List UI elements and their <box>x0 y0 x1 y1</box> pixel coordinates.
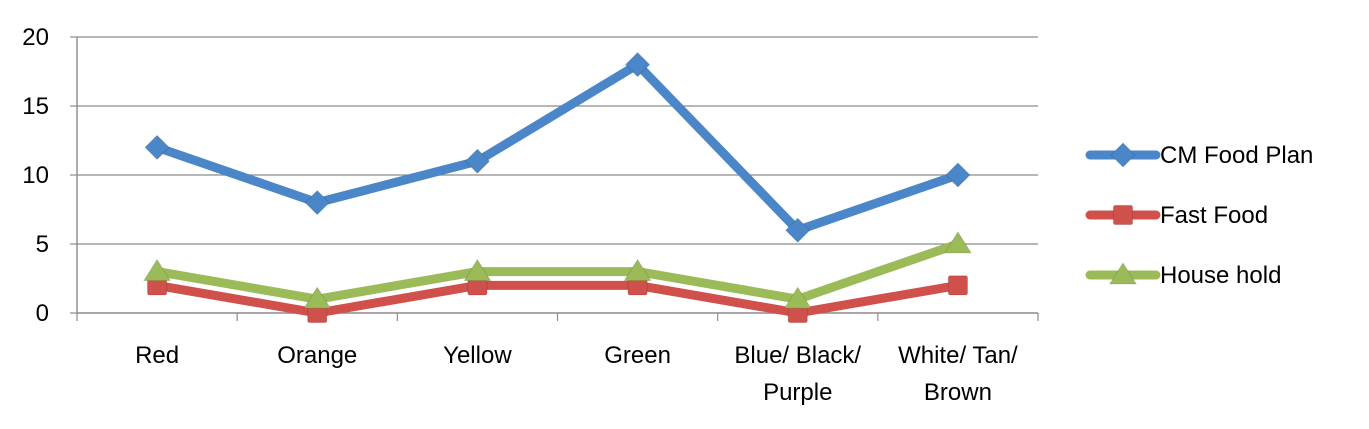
legend-item-house-hold: House hold <box>1085 262 1281 289</box>
series-line-house-hold <box>152 239 963 304</box>
legend-item-fast-food: Fast Food <box>1085 202 1268 229</box>
data-point-cm-food-plan <box>624 51 651 78</box>
data-point-house-hold <box>303 286 332 309</box>
data-point-house-hold <box>943 231 973 254</box>
data-point-cm-food-plan <box>144 134 170 161</box>
y-tick-label: 20 <box>22 24 49 51</box>
data-point-cm-food-plan <box>304 189 330 216</box>
legend-item-cm-food-plan: CM Food Plan <box>1085 142 1313 169</box>
legend-label: House hold <box>1160 262 1281 289</box>
x-tick-label: Yellow <box>443 342 512 369</box>
data-point-cm-food-plan <box>785 217 811 243</box>
y-tick-label: 15 <box>22 93 49 120</box>
series-house-hold <box>142 231 973 309</box>
axes: 0 5 10 15 20 Red Orange Yellow Green Blue/ Black/… <box>22 24 1039 406</box>
series-line-fast-food <box>152 280 963 318</box>
y-tick-label: 5 <box>36 231 49 258</box>
series-group <box>142 51 973 324</box>
data-point-house-hold <box>623 258 652 282</box>
data-point-house-hold <box>783 286 812 309</box>
legend-marker <box>1112 204 1134 226</box>
data-point-house-hold <box>142 258 172 282</box>
legend-label: CM Food Plan <box>1160 142 1313 169</box>
x-tick-label: Blue/ Black/ <box>734 342 861 369</box>
legend-marker <box>1110 142 1136 168</box>
x-tick-label: White/ Tan/ <box>898 342 1018 369</box>
x-tick-label: Brown <box>924 379 992 406</box>
data-point-fast-food <box>947 275 969 296</box>
legend-marker <box>1108 262 1138 285</box>
data-point-cm-food-plan <box>464 148 491 174</box>
y-tick-label: 10 <box>22 162 49 189</box>
data-point-house-hold <box>463 258 492 282</box>
series-line-cm-food-plan <box>152 60 963 235</box>
legend: CM Food Plan Fast Food House hold <box>1085 142 1313 289</box>
legend-label: Fast Food <box>1160 202 1268 229</box>
data-point-cm-food-plan <box>945 162 971 188</box>
y-tick-label: 0 <box>36 300 49 327</box>
x-tick-label: Green <box>604 342 671 369</box>
x-tick-label: Purple <box>763 379 832 406</box>
series-cm-food-plan <box>144 51 971 243</box>
x-tick-label: Red <box>135 342 179 369</box>
gridlines <box>77 36 1038 245</box>
x-tick-label: Orange <box>277 342 357 369</box>
